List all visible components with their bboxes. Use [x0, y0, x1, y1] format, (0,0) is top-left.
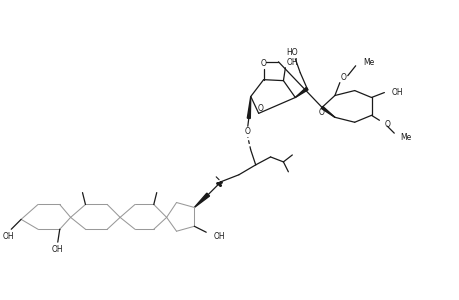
Text: O: O — [384, 120, 389, 129]
Text: O: O — [260, 59, 266, 68]
Text: HO: HO — [286, 48, 297, 57]
Polygon shape — [194, 193, 209, 208]
Polygon shape — [247, 97, 250, 119]
Text: O: O — [340, 73, 346, 82]
Text: Me: Me — [399, 133, 410, 142]
Text: OH: OH — [286, 58, 297, 67]
Text: Me: Me — [363, 58, 374, 67]
Text: OH: OH — [213, 232, 224, 241]
Text: OH: OH — [52, 244, 63, 253]
Text: O: O — [257, 104, 263, 113]
Text: O: O — [319, 108, 324, 117]
Polygon shape — [295, 87, 308, 98]
Text: OH: OH — [2, 232, 14, 241]
Text: OH: OH — [391, 88, 402, 97]
Text: O: O — [244, 127, 250, 136]
Polygon shape — [320, 106, 334, 117]
